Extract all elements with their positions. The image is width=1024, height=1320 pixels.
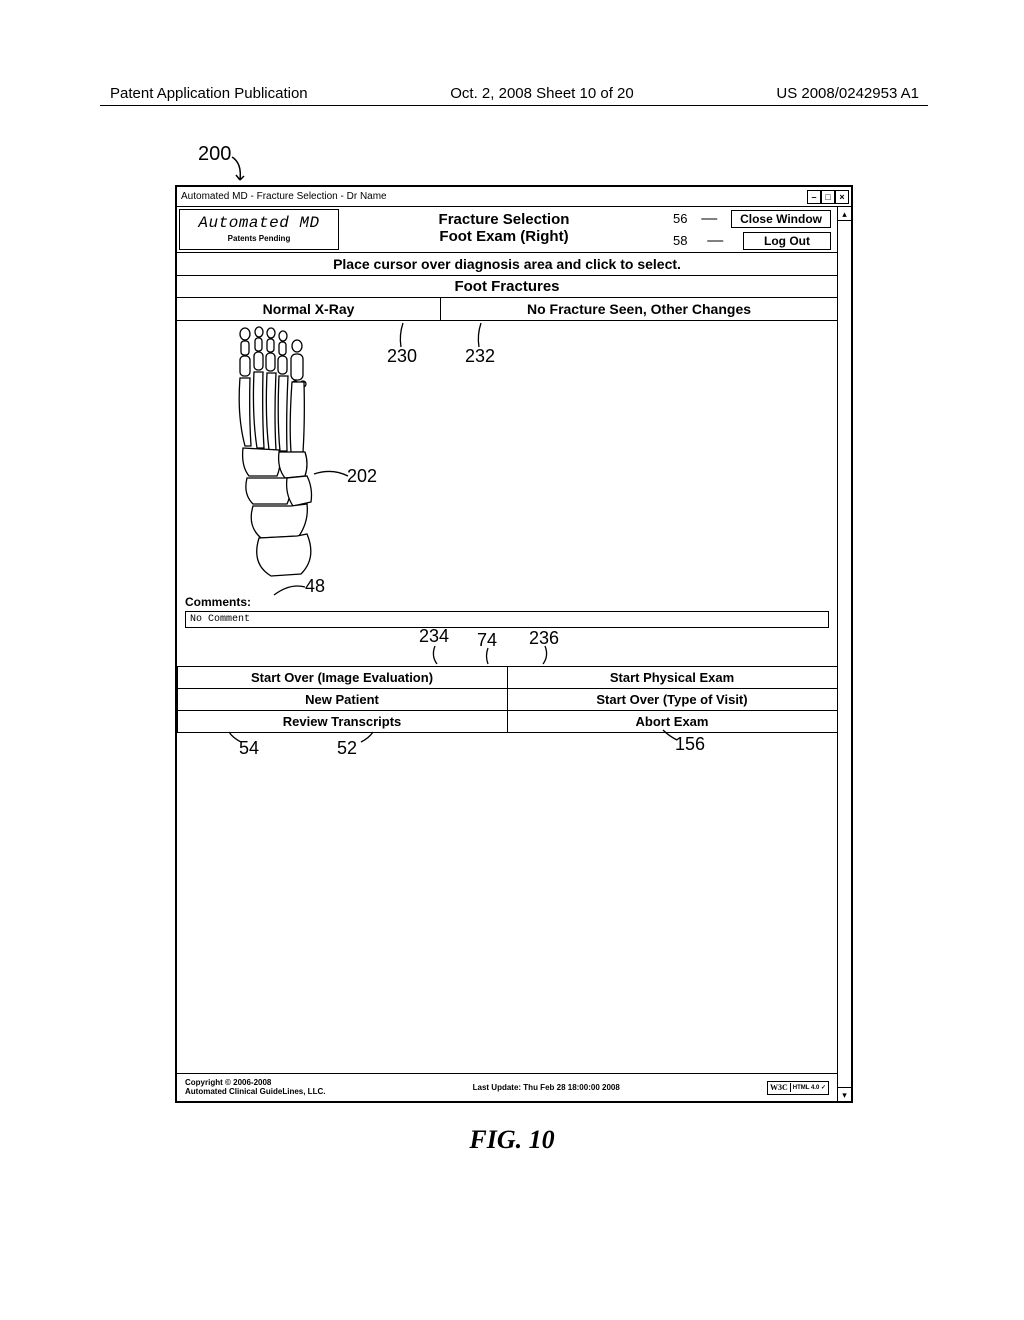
- app-window: Automated MD - Fracture Selection - Dr N…: [175, 185, 853, 1103]
- scroll-down-icon[interactable]: ▾: [838, 1087, 851, 1101]
- ref-200: 200: [198, 143, 231, 166]
- banner-right: 56 — Close Window 58 — Log Out: [667, 207, 837, 252]
- diagram-area: 230 232 202 48: [177, 321, 837, 593]
- new-patient-button[interactable]: New Patient: [177, 688, 508, 711]
- patent-page: Patent Application Publication Oct. 2, 2…: [0, 0, 1024, 1320]
- lead-48: [272, 581, 307, 601]
- ref-52: 52: [337, 738, 357, 759]
- logout-button[interactable]: Log Out: [743, 232, 831, 250]
- ref-202: 202: [347, 466, 377, 487]
- lead-230: [395, 321, 407, 349]
- foot-skeleton-icon[interactable]: [227, 326, 337, 581]
- logo-cell: Automated MD Patents Pending: [179, 209, 339, 250]
- heading-line2: Foot Exam (Right): [341, 228, 667, 245]
- lead-74: [482, 646, 494, 666]
- start-over-visit-button[interactable]: Start Over (Type of Visit): [507, 688, 838, 711]
- lead-54: [227, 730, 243, 744]
- header-left: Patent Application Publication: [110, 85, 308, 102]
- w3c-badge-icon: W3C HTML 4.0 ✓: [767, 1081, 829, 1095]
- last-update-text: Last Update: Thu Feb 28 18:00:00 2008: [473, 1083, 620, 1092]
- ref-230: 230: [387, 346, 417, 367]
- maximize-icon[interactable]: □: [821, 190, 835, 204]
- footer: Copyright © 2006-2008 Automated Clinical…: [177, 1073, 837, 1101]
- close-icon[interactable]: ×: [835, 190, 849, 204]
- ref-48: 48: [305, 576, 325, 597]
- ref-232: 232: [465, 346, 495, 367]
- lead-202: [312, 466, 350, 484]
- ref-58: 58: [673, 233, 687, 248]
- ref-56: 56: [673, 211, 687, 226]
- diagnosis-header: Normal X-Ray No Fracture Seen, Other Cha…: [177, 298, 837, 321]
- close-window-button[interactable]: Close Window: [731, 210, 831, 228]
- window-title: Automated MD - Fracture Selection - Dr N…: [181, 191, 387, 202]
- figure-caption: FIG. 10: [0, 1125, 1024, 1155]
- lead-234: [429, 644, 443, 666]
- instruction-text: Place cursor over diagnosis area and cli…: [177, 253, 837, 276]
- comments-input[interactable]: No Comment: [185, 611, 829, 628]
- window-controls: – □ ×: [807, 190, 849, 204]
- lead-236: [539, 644, 553, 666]
- lead-52: [359, 730, 375, 744]
- no-fracture-header[interactable]: No Fracture Seen, Other Changes: [441, 298, 837, 320]
- header-center: Oct. 2, 2008 Sheet 10 of 20: [450, 85, 633, 102]
- ref-156: 156: [675, 734, 705, 755]
- lead-232: [473, 321, 485, 349]
- page-header: Patent Application Publication Oct. 2, 2…: [0, 85, 1024, 102]
- header-right: US 2008/0242953 A1: [776, 85, 919, 102]
- lead-156: [661, 728, 679, 742]
- copyright-text: Copyright © 2006-2008 Automated Clinical…: [185, 1079, 325, 1097]
- window-content: Automated MD Patents Pending Fracture Se…: [177, 207, 837, 1101]
- normal-xray-header[interactable]: Normal X-Ray: [177, 298, 441, 320]
- logo-subtext: Patents Pending: [182, 234, 336, 243]
- minimize-icon[interactable]: –: [807, 190, 821, 204]
- start-physical-exam-button[interactable]: Start Physical Exam: [507, 666, 838, 689]
- banner-row: Automated MD Patents Pending Fracture Se…: [177, 207, 837, 253]
- start-over-image-button[interactable]: Start Over (Image Evaluation): [177, 666, 508, 689]
- section-title: Foot Fractures: [177, 276, 837, 298]
- logo-text: Automated MD: [182, 214, 336, 232]
- heading-line1: Fracture Selection: [341, 211, 667, 228]
- titlebar: Automated MD - Fracture Selection - Dr N…: [177, 187, 851, 207]
- scroll-up-icon[interactable]: ▴: [838, 207, 851, 221]
- header-divider: [100, 105, 928, 106]
- button-grid: Start Over (Image Evaluation) Start Phys…: [177, 666, 837, 732]
- scrollbar[interactable]: ▴ ▾: [837, 207, 851, 1101]
- banner-heading: Fracture Selection Foot Exam (Right): [341, 207, 667, 252]
